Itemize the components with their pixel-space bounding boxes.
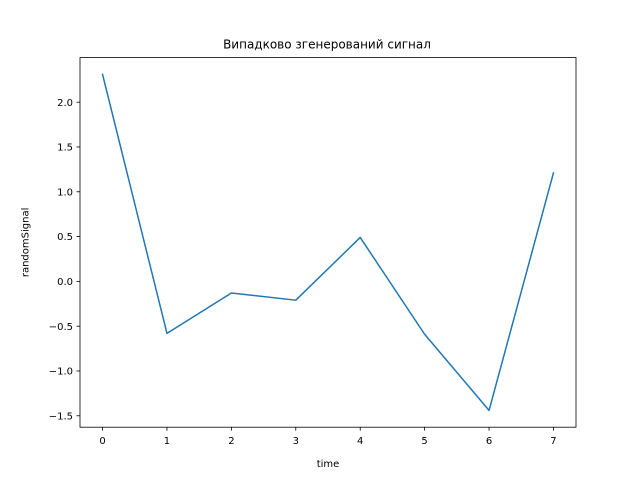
x-tick-label: 7 <box>550 436 556 447</box>
y-tick-label: 2.0 <box>57 98 73 109</box>
x-axis: 0 1 2 3 4 5 6 7 <box>99 427 557 447</box>
y-tick-label: 0.0 <box>57 277 73 288</box>
y-axis: −1.5 −1.0 −0.5 0.0 0.5 1.0 1.5 2.0 <box>49 98 80 422</box>
x-tick-label: 4 <box>357 436 363 447</box>
y-tick-label: −1.0 <box>49 367 73 378</box>
x-tick-label: 3 <box>293 436 299 447</box>
x-tick-label: 2 <box>228 436 234 447</box>
y-tick-label: −1.5 <box>49 411 73 422</box>
axes-frame <box>79 57 577 428</box>
plot-area <box>79 57 577 428</box>
y-tick-label: 0.5 <box>57 232 73 243</box>
chart-title: Випадково згенерований сигнал <box>223 38 431 52</box>
y-tick-label: 1.5 <box>57 143 73 154</box>
x-axis-label: time <box>317 459 340 470</box>
x-tick-label: 0 <box>99 436 105 447</box>
y-axis-label: randomSignal <box>21 208 32 278</box>
series-line <box>101 73 555 412</box>
x-tick-label: 5 <box>421 436 427 447</box>
x-tick-label: 6 <box>486 436 492 447</box>
y-tick-label: −0.5 <box>49 322 73 333</box>
y-tick-label: 1.0 <box>57 187 73 198</box>
x-tick-label: 1 <box>164 436 170 447</box>
